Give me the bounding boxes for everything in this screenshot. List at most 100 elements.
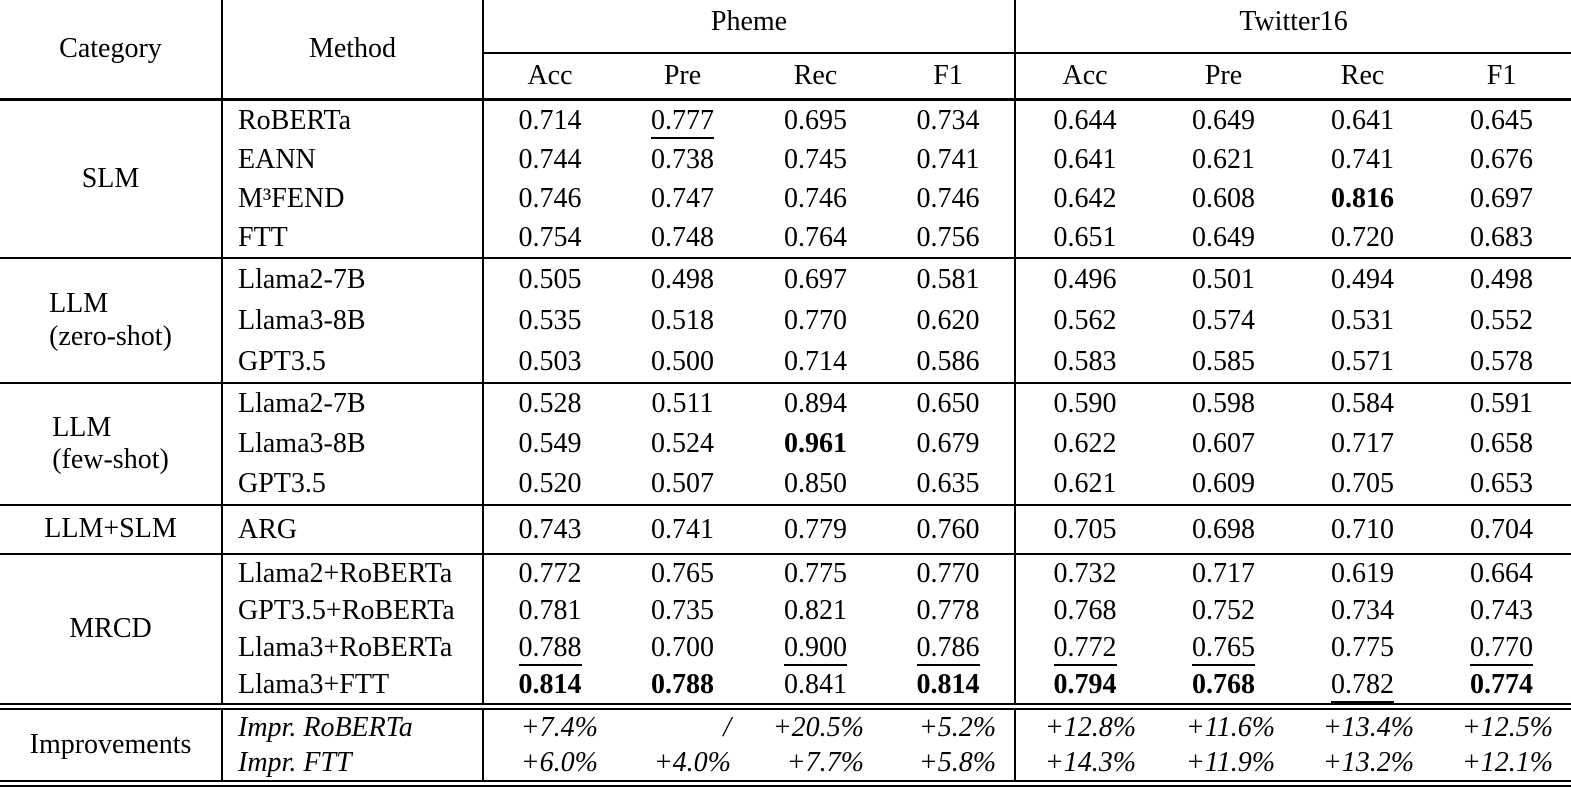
- metric-value: 0.794: [1053, 668, 1117, 700]
- metric-cell: 0.500: [616, 341, 749, 383]
- metric-value: 0.746: [916, 182, 980, 214]
- category-cell: LLM (few-shot): [0, 382, 222, 505]
- metric-cell: 0.641: [1014, 140, 1155, 179]
- metric-value: 0.590: [1053, 388, 1117, 419]
- metric-value: +14.3%: [1044, 746, 1137, 778]
- metric-cell: 0.695: [749, 100, 882, 141]
- metric-value: 0.900: [784, 631, 847, 666]
- metric-cell: 0.772: [1014, 629, 1155, 666]
- metric-cell: 0.501: [1154, 257, 1294, 300]
- metric-cell: 0.777: [616, 100, 749, 141]
- metric-value: 0.498: [1470, 263, 1534, 295]
- metric-cell: 0.705: [1293, 464, 1432, 505]
- metric-cell: 0.621: [1014, 464, 1155, 505]
- metric-cell: 0.738: [616, 140, 749, 179]
- metric-cell: 0.814: [482, 666, 616, 707]
- metric-cell: +5.2%: [882, 703, 1016, 745]
- method-cell: Llama2-7B: [221, 257, 483, 300]
- metric-value: 0.781: [518, 594, 582, 626]
- table-header: Category Method Pheme Twitter16 Acc Pre …: [0, 0, 1571, 100]
- metric-cell: 0.586: [882, 341, 1015, 383]
- metric-value: 0.788: [651, 668, 714, 700]
- metric-value: +6.0%: [520, 746, 598, 778]
- metric-cell: +5.8%: [882, 745, 1015, 784]
- col-header-twitter16-pre: Pre: [1204, 60, 1243, 91]
- metric-value: 0.743: [518, 513, 582, 545]
- metric-value: 0.714: [784, 345, 847, 377]
- metric-value: 0.578: [1470, 345, 1534, 377]
- metric-value: +4.0%: [653, 746, 731, 778]
- metric-cell: 0.734: [882, 100, 1015, 141]
- table-row: Llama3-8B 0.535 0.518 0.770 0.620 0.562 …: [0, 300, 1571, 341]
- metric-cell: 0.752: [1154, 592, 1293, 629]
- metric-cell: 0.746: [882, 179, 1015, 218]
- metric-cell: 0.779: [749, 504, 882, 554]
- metric-value: 0.584: [1331, 388, 1395, 419]
- metric-value: 0.734: [916, 104, 980, 136]
- metric-value: 0.770: [784, 304, 847, 336]
- metric-value: 0.620: [916, 304, 980, 336]
- metric-cell: 0.710: [1293, 504, 1433, 554]
- category-label-line2: (few-shot): [52, 444, 169, 475]
- table-row: Improvements Impr. RoBERTa +7.4% / +20.5…: [0, 703, 1571, 784]
- metric-value: 0.658: [1470, 428, 1534, 459]
- metric-cell: 0.744: [482, 140, 616, 179]
- metric-value: 0.649: [1192, 104, 1256, 136]
- metric-value: 0.683: [1470, 221, 1534, 253]
- metric-value: 0.705: [1331, 468, 1395, 499]
- metric-cell: 0.743: [1432, 592, 1571, 629]
- metric-value: 0.621: [1053, 468, 1117, 499]
- metric-cell: 0.649: [1154, 100, 1293, 141]
- category-label-line2: (zero-shot): [49, 320, 172, 352]
- group-mrcd: MRCD Llama2+RoBERTa 0.772 0.765 0.775 0.…: [0, 553, 1571, 707]
- metric-cell: 0.821: [749, 592, 882, 629]
- metric-value: /: [723, 711, 731, 743]
- metric-cell: 0.607: [1154, 424, 1293, 464]
- col-header-pheme-acc: Acc: [482, 53, 616, 100]
- table-row: EANN 0.744 0.738 0.745 0.741 0.641 0.621…: [0, 140, 1571, 179]
- metric-value: 0.552: [1470, 304, 1534, 336]
- metric-value: 0.777: [651, 104, 714, 139]
- metric-value: 0.705: [1053, 513, 1117, 545]
- metric-cell: 0.590: [1014, 382, 1155, 424]
- metric-cell: 0.770: [882, 553, 1016, 592]
- metric-value: 0.503: [518, 345, 582, 377]
- metric-value: 0.676: [1470, 143, 1534, 175]
- header-dataset-row: Category Method Pheme Twitter16: [0, 0, 1571, 100]
- metric-cell: 0.747: [616, 179, 749, 218]
- metric-value: 0.641: [1053, 143, 1117, 175]
- metric-value: 0.653: [1470, 468, 1534, 499]
- metric-cell: 0.775: [749, 553, 882, 592]
- method-cell: Impr. FTT: [221, 745, 483, 784]
- metric-cell: +7.4%: [482, 703, 616, 745]
- metric-value: +20.5%: [772, 711, 864, 743]
- metric-value: 0.697: [1470, 182, 1534, 214]
- metric-cell: 0.649: [1154, 218, 1293, 258]
- table-row: GPT3.5 0.503 0.500 0.714 0.586 0.583 0.5…: [0, 341, 1571, 383]
- metric-cell: 0.774: [1432, 666, 1571, 707]
- metric-value: 0.500: [651, 345, 714, 377]
- metric-value: +7.7%: [786, 746, 864, 778]
- metric-cell: 0.683: [1432, 218, 1571, 258]
- metric-cell: 0.609: [1154, 464, 1293, 505]
- metric-value: 0.619: [1331, 557, 1395, 589]
- metric-value: 0.756: [916, 221, 980, 253]
- metric-value: +11.9%: [1185, 746, 1276, 778]
- metric-value: 0.494: [1331, 263, 1395, 295]
- metric-cell: 0.704: [1432, 504, 1571, 554]
- metric-cell: 0.635: [882, 464, 1015, 505]
- group-llm-plus-slm: LLM+SLM ARG 0.743 0.741 0.779 0.760 0.70…: [0, 504, 1571, 554]
- metric-value: 0.496: [1053, 263, 1117, 295]
- metric-cell: 0.732: [1014, 553, 1155, 592]
- metric-value: 0.717: [1331, 428, 1395, 459]
- metric-value: 0.697: [784, 263, 847, 295]
- category-cell: LLM+SLM: [0, 504, 222, 554]
- table-row: GPT3.5+RoBERTa 0.781 0.735 0.821 0.778 0…: [0, 592, 1571, 629]
- metric-value: 0.741: [916, 143, 980, 175]
- group-improvements: Improvements Impr. RoBERTa +7.4% / +20.5…: [0, 703, 1571, 784]
- metric-value: 0.498: [651, 263, 714, 295]
- metric-value: 0.745: [784, 143, 847, 175]
- metric-value: 0.571: [1331, 345, 1395, 377]
- metric-value: 0.775: [784, 557, 847, 589]
